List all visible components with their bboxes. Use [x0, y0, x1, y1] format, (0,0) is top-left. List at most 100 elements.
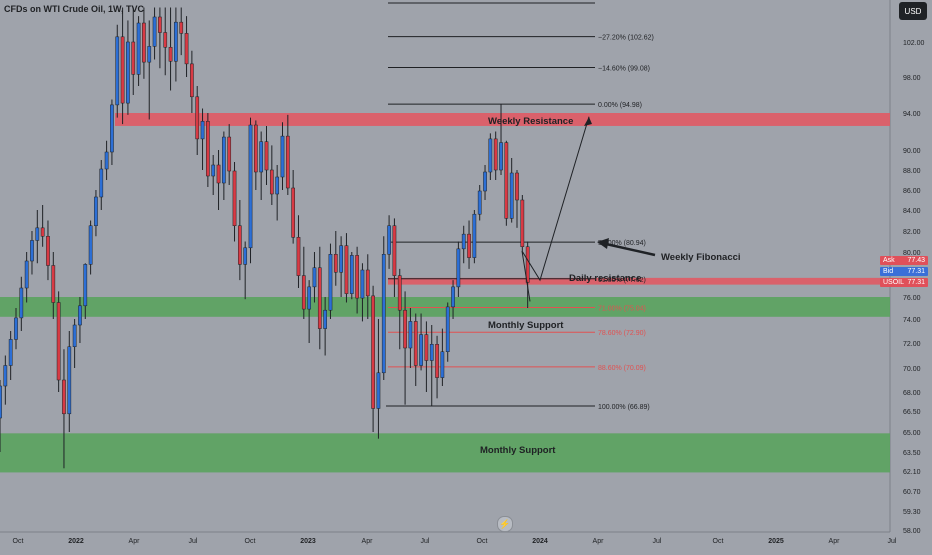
- x-tick-label: Oct: [13, 538, 24, 545]
- y-tick-label: 68.00: [903, 390, 921, 397]
- fib-level-label: 61.80% (77.62): [598, 277, 646, 284]
- price-tag-symbol-value: 77.31: [907, 279, 925, 286]
- candle-body: [195, 96, 200, 140]
- candle-body: [488, 138, 493, 173]
- candle-body: [174, 21, 178, 62]
- candle-body: [78, 305, 82, 326]
- candle-body: [381, 254, 386, 374]
- y-tick-label: 59.30: [903, 509, 921, 516]
- x-tick-label: 2023: [300, 538, 316, 545]
- candle-body: [339, 245, 343, 273]
- candle-body: [509, 172, 514, 219]
- currency-button[interactable]: USD: [899, 2, 927, 20]
- candle-body: [483, 171, 487, 192]
- x-tick-label: Apr: [593, 538, 605, 545]
- candle-body: [440, 351, 445, 378]
- fib-pointer-arrowhead: [597, 238, 609, 249]
- x-tick-label: Jul: [421, 538, 430, 545]
- candle-body: [24, 260, 29, 289]
- candle-body: [3, 365, 8, 387]
- x-tick-label: Oct: [245, 538, 256, 545]
- y-tick-label: 102.00: [903, 40, 925, 47]
- candle-body: [461, 233, 466, 250]
- candle-body: [280, 135, 285, 178]
- candle-body: [467, 233, 471, 258]
- y-tick-label: 70.00: [903, 366, 921, 373]
- candle-body: [88, 225, 93, 265]
- candle-body: [8, 339, 13, 366]
- y-tick-label: 84.00: [903, 208, 921, 215]
- x-tick-label: Jul: [189, 538, 198, 545]
- candle-body: [445, 306, 450, 352]
- y-tick-label: 58.00: [903, 528, 921, 535]
- fib-level-label: 78.60% (72.90): [598, 330, 646, 337]
- candle-body: [190, 63, 194, 98]
- price-tag-symbol: USOIL 77.31: [880, 278, 928, 287]
- fib-level-label: 0.00% (94.98): [598, 102, 642, 109]
- candle-body: [333, 254, 338, 273]
- x-tick-label: 2022: [68, 538, 84, 545]
- zone-label-monthly-support-upper: Monthly Support: [488, 320, 564, 331]
- candle-body: [115, 36, 120, 106]
- fib-level-label: −27.20% (102.62): [598, 35, 654, 42]
- candle-body: [67, 346, 72, 415]
- x-tick-label: Oct: [477, 538, 488, 545]
- y-tick-label: 86.00: [903, 188, 921, 195]
- candle-body: [259, 141, 264, 173]
- candle-body: [184, 33, 189, 65]
- candle-body: [451, 286, 455, 308]
- candle-body: [83, 264, 88, 307]
- price-tag-ask-key: Ask: [883, 257, 895, 264]
- fib-level-label: 100.00% (66.89): [598, 404, 650, 411]
- zone-band: [0, 297, 890, 317]
- candle-body: [94, 196, 98, 226]
- x-tick-label: Jul: [888, 538, 897, 545]
- candle-body: [30, 240, 34, 262]
- price-tag-ask-value: 77.43: [907, 257, 925, 264]
- candle-body: [72, 324, 77, 347]
- candle-body: [349, 255, 354, 294]
- x-tick-label: Oct: [713, 538, 724, 545]
- y-tick-label: 90.00: [903, 148, 921, 155]
- tradingview-logo-icon[interactable]: ⚡: [497, 516, 513, 532]
- candle-body: [317, 267, 322, 329]
- candle-body: [408, 321, 413, 349]
- candle-body: [110, 104, 114, 153]
- y-tick-label: 94.00: [903, 111, 921, 118]
- fib-level-label: 50.00% (80.94): [598, 240, 646, 247]
- candle-body: [0, 385, 2, 419]
- y-tick-label: 82.00: [903, 229, 921, 236]
- y-tick-label: 65.00: [903, 430, 921, 437]
- projection-arrowhead: [584, 117, 592, 126]
- candle-body: [136, 22, 141, 75]
- candle-body: [40, 227, 45, 237]
- candle-body: [328, 254, 333, 311]
- candle-body: [232, 170, 237, 226]
- candle-body: [211, 164, 216, 177]
- candle-body: [238, 225, 242, 265]
- price-tag-bid-value: 77.31: [907, 268, 925, 275]
- candle-body: [248, 124, 253, 249]
- fib-pointer-arrow: [605, 242, 656, 257]
- candle-body: [525, 246, 530, 283]
- candle-body: [296, 237, 301, 276]
- candle-body: [158, 16, 162, 33]
- candle-body: [312, 267, 317, 288]
- candle-body: [222, 136, 226, 184]
- candle-body: [104, 151, 109, 170]
- x-tick-label: Apr: [829, 538, 841, 545]
- zone-label-weekly-resistance: Weekly Resistance: [488, 116, 573, 127]
- candle-body: [14, 317, 18, 340]
- x-tick-label: Apr: [129, 538, 141, 545]
- candle-body: [275, 176, 280, 195]
- candle-body: [99, 168, 104, 198]
- fib-level-label: 88.60% (70.09): [598, 365, 646, 372]
- candle-body: [200, 121, 205, 140]
- candle-body: [365, 269, 370, 297]
- candle-body: [301, 275, 306, 310]
- candle-body: [344, 245, 349, 294]
- candle-body: [285, 135, 290, 189]
- candle-body: [163, 32, 168, 48]
